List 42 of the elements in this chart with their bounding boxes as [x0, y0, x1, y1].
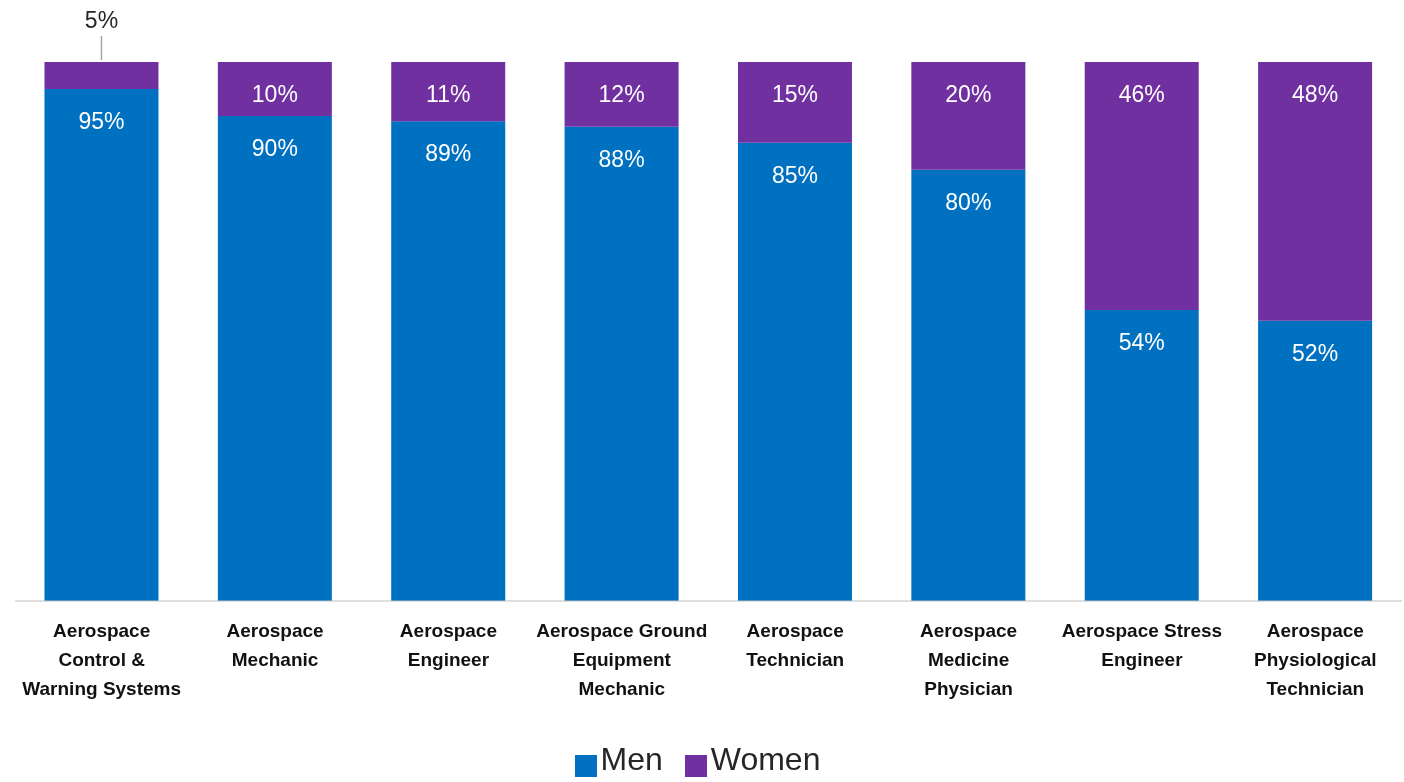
x-tick-label: Aerospace Technician: [746, 620, 845, 670]
x-tick-label: Aerospace Stress Engineer: [1061, 620, 1223, 670]
data-label: 11%: [426, 81, 471, 107]
bar: [564, 126, 679, 601]
legend-label: Men: [600, 741, 663, 777]
bar: [217, 115, 332, 601]
legend-label: Women: [710, 741, 821, 777]
bar: [1258, 62, 1373, 321]
data-label: 80%: [945, 188, 992, 215]
x-tick-label: Aerospace Engineer: [399, 620, 498, 670]
data-label: 15%: [771, 81, 818, 107]
bar: [1084, 62, 1199, 310]
bar: [564, 62, 679, 127]
x-tick-label: Aerospace Physiological Technician: [1254, 620, 1377, 699]
bar: [1084, 309, 1199, 601]
x-tick-label: Aerospace Mechanic: [226, 620, 324, 670]
data-label: 90%: [251, 134, 298, 161]
data-label: 88%: [598, 145, 645, 172]
bar: [911, 169, 1026, 601]
data-label: 12%: [598, 81, 645, 107]
x-tick-label: Aerospace Medicine Physician: [919, 620, 1018, 699]
data-label: 95%: [78, 107, 125, 134]
bar: [737, 62, 852, 143]
data-label: 20%: [945, 81, 992, 107]
bar: [737, 142, 852, 601]
bar: [44, 62, 159, 89]
x-tick-label: Aerospace Control & Warning Systems: [22, 620, 182, 699]
data-label: 52%: [1292, 339, 1339, 366]
data-label: 85%: [771, 161, 818, 188]
data-label: 48%: [1292, 81, 1339, 107]
bar: [217, 62, 332, 116]
bar: [44, 88, 159, 601]
data-label: 10%: [251, 81, 298, 107]
bar: [391, 62, 506, 122]
bar: [391, 121, 506, 601]
data-label: 46%: [1118, 81, 1165, 107]
data-label: 54%: [1118, 328, 1165, 355]
bar: [911, 62, 1026, 170]
data-label: 89%: [425, 140, 472, 167]
x-tick-label: Aerospace Ground Equipment Mechanic: [536, 620, 708, 699]
data-label: 5%: [84, 7, 119, 33]
bar: [1258, 320, 1373, 601]
